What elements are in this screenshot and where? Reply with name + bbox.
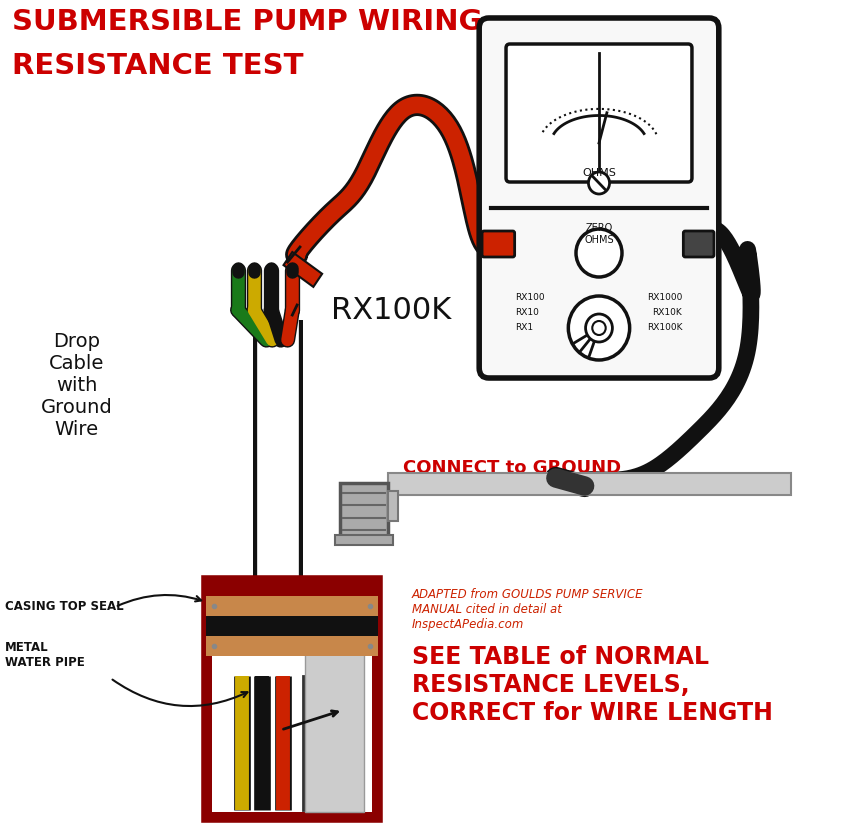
Text: OHMS: OHMS <box>582 168 616 178</box>
Text: RX100K: RX100K <box>331 296 451 325</box>
FancyBboxPatch shape <box>482 231 514 257</box>
Bar <box>206 596 377 616</box>
Text: RX100: RX100 <box>516 293 545 302</box>
Text: Drop
Cable
with
Ground
Wire: Drop Cable with Ground Wire <box>41 331 112 438</box>
FancyBboxPatch shape <box>340 483 388 538</box>
FancyBboxPatch shape <box>683 231 714 257</box>
Text: SUBMERSIBLE PUMP WIRING: SUBMERSIBLE PUMP WIRING <box>12 8 482 36</box>
Text: RX10K: RX10K <box>653 308 683 317</box>
Polygon shape <box>284 252 322 287</box>
Circle shape <box>588 172 609 194</box>
Text: RX10: RX10 <box>516 308 540 317</box>
Text: CASING TOP SEAL: CASING TOP SEAL <box>5 601 123 614</box>
Text: SEE TABLE of NORMAL
RESISTANCE LEVELS,
CORRECT for WIRE LENGTH: SEE TABLE of NORMAL RESISTANCE LEVELS, C… <box>412 645 773 724</box>
Circle shape <box>586 314 612 342</box>
Text: RESISTANCE TEST: RESISTANCE TEST <box>12 52 303 80</box>
Bar <box>305 620 364 812</box>
Text: RX1000: RX1000 <box>647 293 683 302</box>
Circle shape <box>569 296 630 360</box>
Circle shape <box>592 321 606 335</box>
Bar <box>336 535 393 545</box>
Bar <box>212 620 371 812</box>
Bar <box>388 491 398 521</box>
Bar <box>204 578 379 820</box>
Text: METAL
WATER PIPE: METAL WATER PIPE <box>5 641 84 669</box>
FancyBboxPatch shape <box>479 18 719 378</box>
Bar <box>388 473 790 495</box>
FancyBboxPatch shape <box>506 44 692 182</box>
Circle shape <box>576 229 622 277</box>
Text: ADAPTED from GOULDS PUMP SERVICE
MANUAL cited in detail at
InspectAPedia.com: ADAPTED from GOULDS PUMP SERVICE MANUAL … <box>412 588 643 631</box>
Text: RX1: RX1 <box>516 323 534 332</box>
Text: RX100K: RX100K <box>647 323 683 332</box>
Bar <box>206 616 377 636</box>
Text: CONNECT to GROUND: CONNECT to GROUND <box>403 459 620 477</box>
Bar <box>206 636 377 656</box>
Text: ZERO
OHMS: ZERO OHMS <box>584 223 614 245</box>
